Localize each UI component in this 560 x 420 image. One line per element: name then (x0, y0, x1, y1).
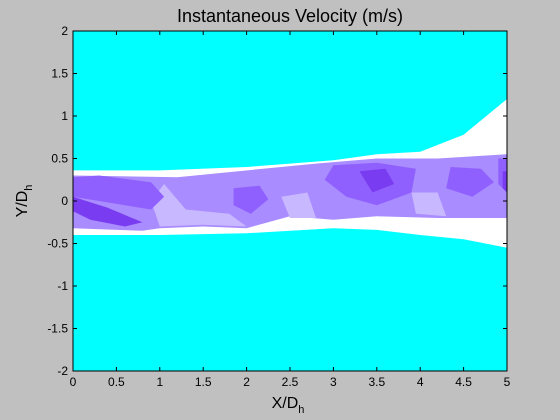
x-tick-label: 0 (70, 375, 77, 389)
light-lavender-patch (151, 184, 247, 227)
violet-patch (446, 167, 494, 197)
x-tick-label: 4 (417, 375, 424, 389)
y-axis-label-main: Y/D (14, 191, 31, 218)
x-axis-label-subscript: h (298, 404, 304, 416)
x-tick-label: 2 (243, 375, 250, 389)
x-axis-label-main: X/D (272, 395, 299, 412)
y-axis-label: Y/Dh (14, 185, 35, 218)
light-lavender-patch (411, 192, 447, 217)
violet-patch (233, 185, 269, 214)
x-tick-label: 3.5 (368, 375, 385, 389)
x-tick-label: 0.5 (108, 375, 125, 389)
y-tick-label: 0.5 (51, 152, 68, 166)
y-tick-label: -2 (57, 364, 68, 378)
y-axis-label-subscript: h (23, 185, 35, 191)
x-tick-label: 5 (504, 375, 511, 389)
y-tick-label: 1.5 (51, 67, 68, 81)
y-axis-ticks: -2 -1.5 -1 -0.5 0 0.5 1 1.5 2 (47, 24, 507, 378)
violet-patch (73, 175, 165, 210)
y-tick-label: 1 (61, 109, 68, 123)
x-axis-label: X/Dh (272, 395, 305, 416)
x-tick-label: 4.5 (455, 375, 472, 389)
deep-violet-patch (359, 168, 395, 193)
light-lavender-patch (281, 192, 316, 218)
y-tick-label: -1.5 (47, 322, 68, 336)
contour-layer (73, 99, 507, 248)
x-tick-label: 2.5 (282, 375, 299, 389)
deep-violet-patch (502, 171, 507, 193)
y-tick-label: -1 (57, 279, 68, 293)
y-tick-label: 2 (61, 24, 68, 38)
x-tick-label: 1.5 (195, 375, 212, 389)
y-tick-label: -0.5 (47, 237, 68, 251)
deep-violet-patch (73, 196, 143, 227)
x-tick-label: 3 (330, 375, 337, 389)
x-tick-label: 1 (156, 375, 163, 389)
x-axis-ticks: 0 0.5 1 1.5 2 2.5 3 3.5 4 4.5 5 (70, 31, 511, 389)
y-tick-label: 0 (61, 194, 68, 208)
chart-title: Instantaneous Velocity (m/s) (177, 6, 403, 26)
